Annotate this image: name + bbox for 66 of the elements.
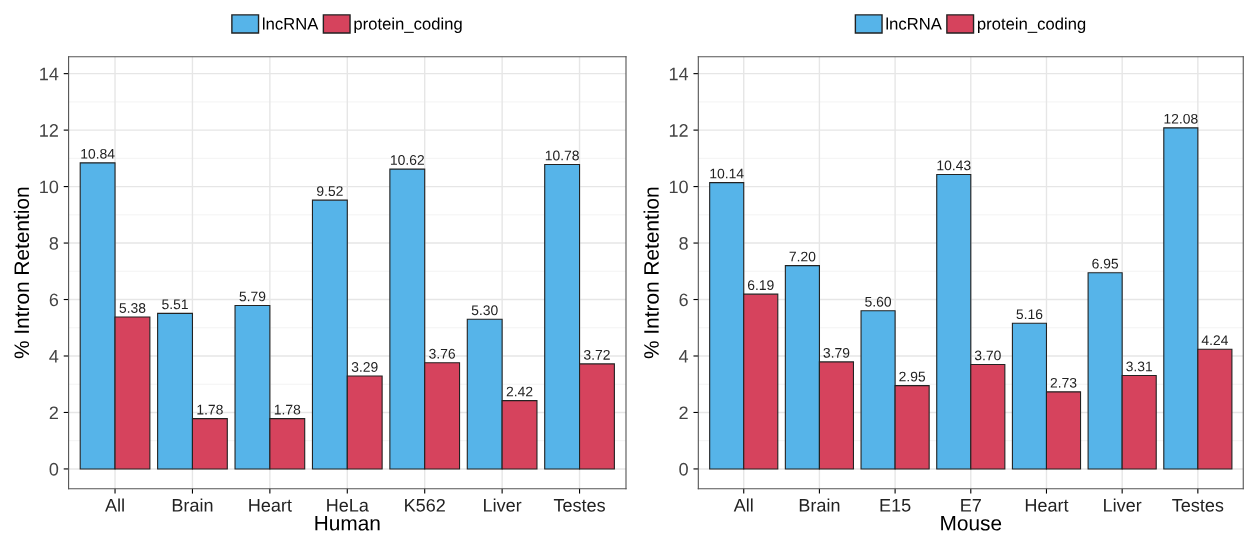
x-axis-title: Human: [315, 516, 380, 531]
y-tick-label: 0: [49, 462, 59, 476]
x-tick-label: K562: [405, 498, 445, 512]
y-tick-label: 10: [669, 180, 688, 194]
y-tick-label: 12: [40, 124, 58, 137]
y-tick-label: 2: [679, 406, 688, 420]
y-tick-label: 8: [49, 236, 59, 250]
text: 3.76: [429, 348, 456, 359]
y-tick-label: 14: [669, 67, 689, 81]
x-tick-label: E7: [961, 499, 981, 512]
x-tick-label: Brain: [799, 498, 840, 512]
x-tick-label: Heart: [1025, 499, 1069, 512]
text: 3.79: [823, 347, 850, 358]
x-tick-label: Testes: [553, 499, 605, 512]
text: 10.14: [710, 168, 744, 179]
text: 10.84: [81, 148, 115, 159]
text: 7.20: [789, 251, 816, 262]
x-tick-label: Testes: [1172, 499, 1224, 512]
text: 5.79: [239, 291, 266, 302]
x-tick-label: All: [105, 498, 124, 512]
text: 2.73: [1050, 377, 1077, 388]
text: 5.16: [1016, 309, 1043, 320]
y-tick-label: 14: [40, 67, 59, 81]
text: 10.43: [937, 160, 971, 171]
y-tick-label: 6: [49, 293, 59, 307]
y-tick-label: 2: [49, 406, 58, 420]
text: 5.38: [119, 303, 146, 313]
text: 6.95: [1092, 258, 1119, 269]
x-axis-title: Mouse: [941, 516, 1002, 531]
text: 2.95: [899, 371, 926, 382]
text: 6.19: [747, 280, 774, 291]
x-tick-label: Brain: [172, 498, 213, 512]
legend-label: protein_coding: [354, 17, 462, 34]
y-tick-label: 8: [679, 236, 688, 250]
text: 3.31: [1126, 361, 1153, 372]
text: 5.30: [471, 305, 498, 316]
legend-label: lncRNA: [263, 17, 319, 30]
y-tick-label: 4: [49, 350, 59, 363]
x-tick-label: HeLa: [327, 499, 369, 512]
text: 9.52: [317, 186, 343, 196]
x-tick-label: Heart: [249, 499, 292, 512]
x-tick-label: All: [733, 498, 753, 512]
y-tick-label: 12: [669, 124, 688, 137]
text: 5.60: [865, 296, 892, 307]
x-tick-label: E15: [880, 499, 911, 512]
y-tick-label: 10: [40, 180, 59, 194]
y-axis-title: % Intron Retention: [13, 187, 30, 359]
x-tick-label: Liver: [484, 498, 522, 512]
x-tick-label: Liver: [1104, 498, 1142, 512]
text: 5.51: [162, 299, 188, 310]
text: 10.62: [390, 155, 424, 165]
text: 1.78: [274, 404, 301, 415]
text: 12.08: [1164, 113, 1198, 124]
y-tick-label: 6: [679, 293, 688, 307]
legend-label: protein_coding: [977, 17, 1086, 34]
text: 2.42: [506, 386, 533, 397]
text: 1.78: [197, 404, 223, 415]
text: 3.29: [351, 362, 378, 372]
text: 3.70: [974, 350, 1001, 361]
text: 4.24: [1201, 335, 1228, 345]
text: 3.72: [583, 349, 610, 360]
y-tick-label: 0: [679, 462, 688, 476]
legend-label: lncRNA: [886, 17, 942, 30]
y-tick-label: 4: [678, 350, 689, 363]
text: 10.78: [545, 150, 579, 161]
y-axis-title: % Intron Retention: [643, 187, 659, 359]
